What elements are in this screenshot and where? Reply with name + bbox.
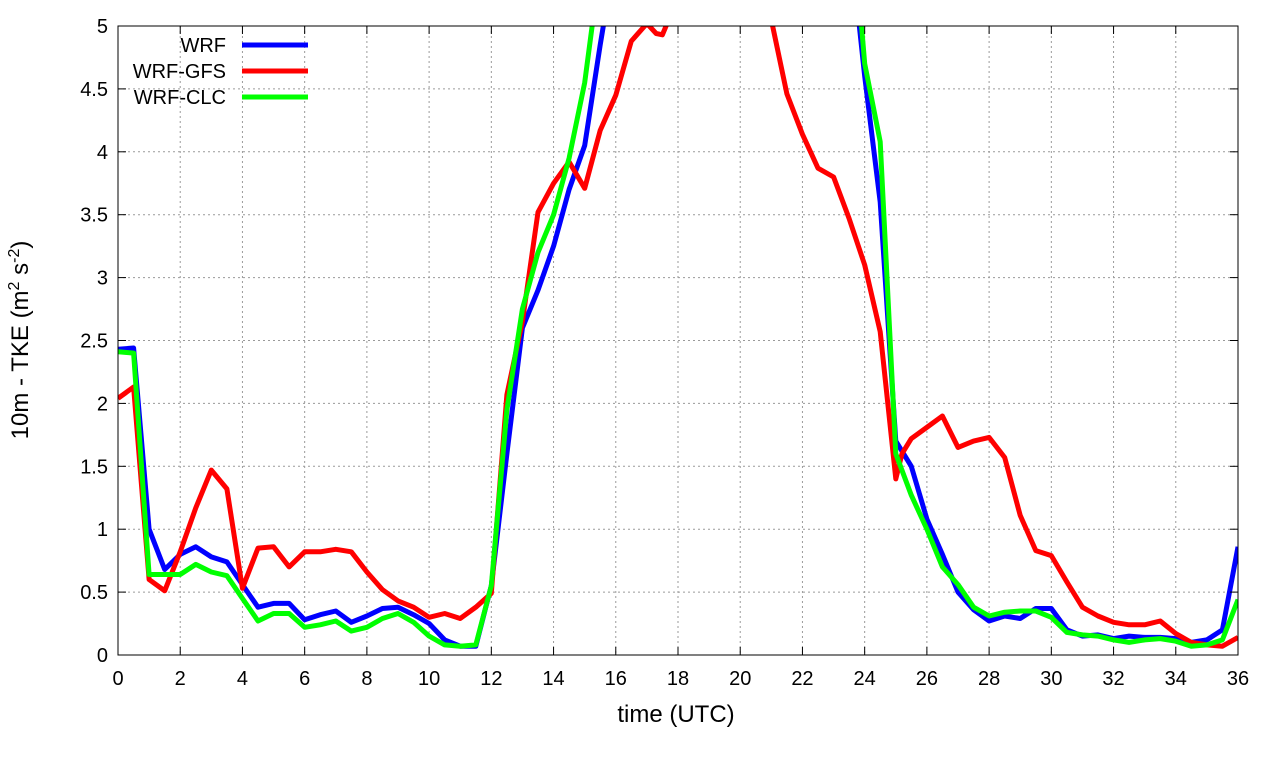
series-line-wrf-gfs — [118, 26, 1238, 649]
y-tick-label: 0.5 — [80, 582, 108, 604]
x-tick-label: 24 — [854, 668, 876, 690]
x-tick-label: 28 — [978, 668, 1000, 690]
y-tick-label: 2 — [97, 393, 108, 415]
series-lines — [118, 26, 1238, 649]
legend: WRF WRF-GFS WRF-CLC — [133, 35, 308, 109]
x-tick-label: 26 — [916, 668, 938, 690]
axis-ticks: 0 2 4 6 8 10 12 14 16 18 20 22 24 26 28 30 32 34 3600.511.… — [80, 16, 1249, 690]
x-tick-label: 8 — [361, 668, 372, 690]
y-tick-label: 0 — [97, 645, 108, 667]
x-axis-title: time (UTC) — [617, 701, 734, 728]
x-tick-label: 6 — [299, 668, 310, 690]
y-tick-label: 3.5 — [80, 205, 108, 227]
x-tick-label: 4 — [237, 668, 248, 690]
y-tick-label: 4.5 — [80, 79, 108, 101]
y-tick-label: 5 — [97, 16, 108, 38]
y-tick-label: 1 — [97, 519, 108, 541]
x-tick-label: 18 — [667, 668, 689, 690]
x-tick-label: 2 — [175, 668, 186, 690]
legend-label-wrf-clc: WRF-CLC — [134, 87, 226, 109]
x-tick-label: 32 — [1102, 668, 1124, 690]
x-tick-label: 20 — [729, 668, 751, 690]
x-tick-label: 12 — [480, 668, 502, 690]
grid-lines — [118, 26, 1238, 655]
series-line-wrf-clc — [118, 26, 1238, 649]
y-axis-title: 10m - TKE (m2 s-2) — [6, 241, 34, 440]
y-tick-label: 2.5 — [80, 331, 108, 353]
legend-label-wrf: WRF — [180, 35, 226, 57]
x-tick-label: 36 — [1227, 668, 1249, 690]
x-tick-label: 10 — [418, 668, 440, 690]
x-tick-label: 16 — [605, 668, 627, 690]
y-tick-label: 4 — [97, 142, 108, 164]
x-tick-label: 14 — [542, 668, 564, 690]
legend-label-wrf-gfs: WRF-GFS — [133, 61, 226, 83]
x-tick-label: 34 — [1165, 668, 1187, 690]
x-tick-label: 0 — [112, 668, 123, 690]
x-tick-label: 22 — [791, 668, 813, 690]
y-tick-label: 1.5 — [80, 456, 108, 478]
x-tick-label: 30 — [1040, 668, 1062, 690]
y-tick-label: 3 — [97, 268, 108, 290]
